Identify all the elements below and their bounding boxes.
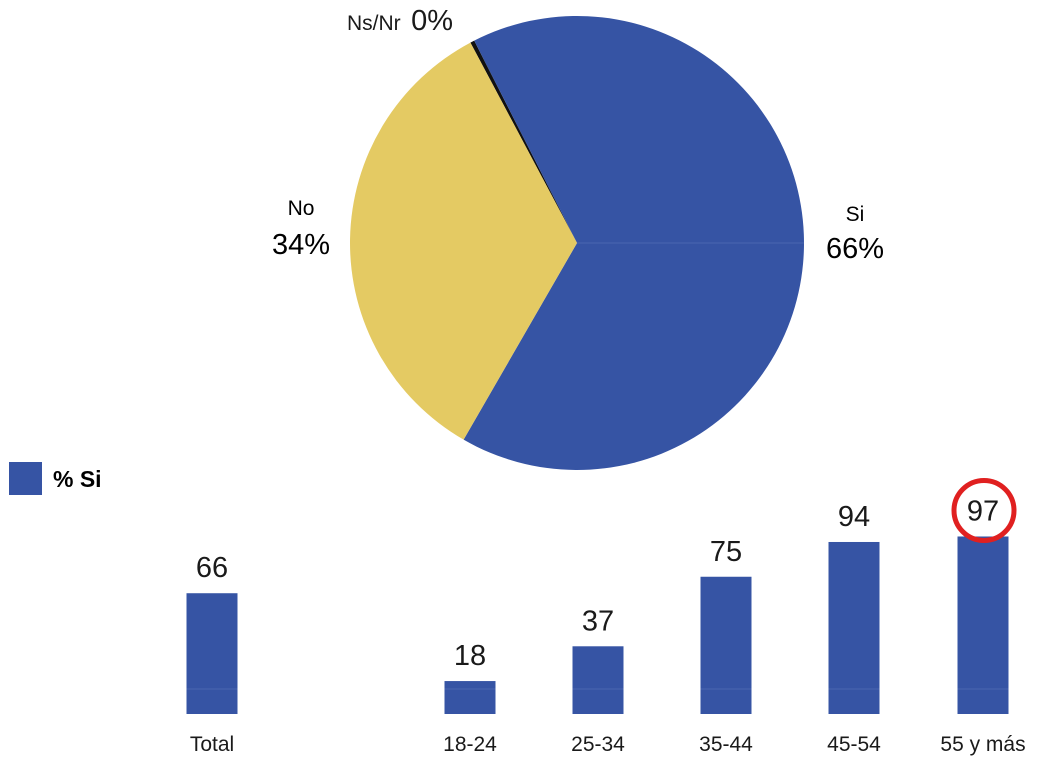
- legend-swatch: [9, 462, 42, 495]
- bar-category-label: 25-34: [571, 733, 625, 756]
- bar-18-24: [444, 681, 496, 714]
- pie-label-nsnr-name: Ns/Nr: [347, 12, 401, 35]
- bar-value-label: 18: [454, 640, 486, 672]
- highlight-circle: [951, 477, 1017, 543]
- bar-value-label: 66: [196, 552, 228, 584]
- bar-category-label: 45-54: [827, 733, 881, 756]
- bar-category-label: 35-44: [699, 733, 753, 756]
- pie-slice-no: [350, 42, 577, 440]
- bar-value-label: 94: [838, 501, 870, 533]
- bar-45-54: [828, 541, 880, 714]
- pie-label-nsnr-value: 0%: [411, 5, 453, 37]
- pie-label-no-name: No: [288, 197, 315, 220]
- bar-55-y-más: [957, 536, 1009, 714]
- bar-value-label: 37: [582, 605, 614, 637]
- pie-label-nsnr: Ns/Nr 0%: [347, 5, 453, 37]
- pie-slice-nsnr: [470, 40, 577, 243]
- bar-category-label: 18-24: [443, 733, 497, 756]
- bar-value-label: 97: [967, 495, 999, 527]
- bar-total: [186, 593, 238, 714]
- pie-label-no-value: 34%: [272, 229, 330, 261]
- bar-category-label: Total: [190, 733, 234, 756]
- bar-25-34: [572, 646, 624, 714]
- bar-value-label: 75: [710, 536, 742, 568]
- pie-chart: [350, 15, 804, 470]
- bar-category-label: 55 y más: [940, 733, 1025, 756]
- bar-35-44: [700, 576, 752, 714]
- pie-label-si-value: 66%: [826, 233, 884, 265]
- legend-label: % Si: [53, 466, 102, 492]
- bar-chart: 66 Total 18 18-24 37 25-34 75 35-44 94 45-54 97 55 …: [186, 477, 1026, 756]
- pie-label-si-name: Si: [846, 203, 865, 226]
